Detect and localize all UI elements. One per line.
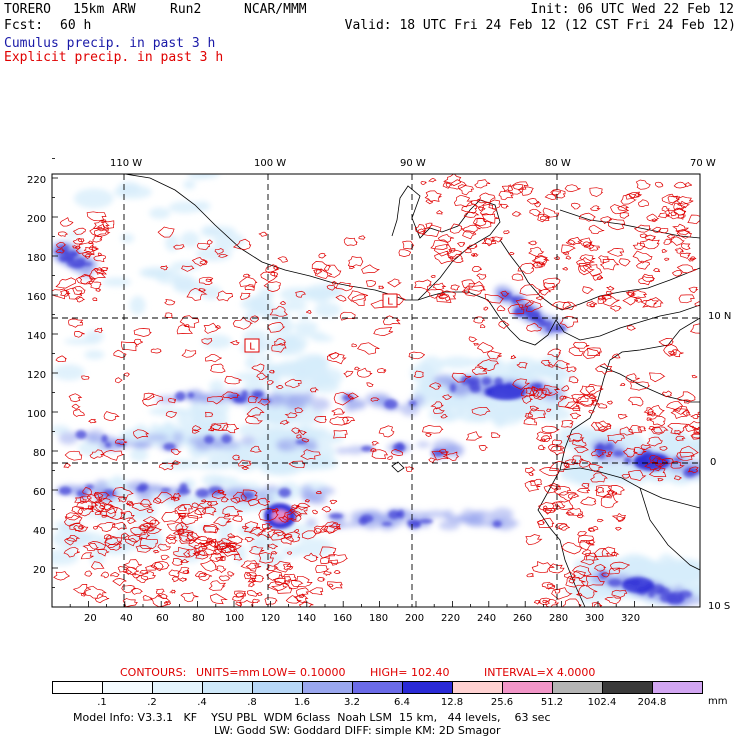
bottom-x-label: 300 — [585, 613, 605, 624]
fcst-value: 60 h — [60, 18, 92, 33]
colorbar-swatch — [252, 681, 303, 694]
bottom-x-label: 40 — [120, 613, 133, 624]
bottom-x-label: 160 — [333, 613, 353, 624]
top-lon-label: 90 W — [400, 158, 426, 169]
valid-time: Valid: 18 UTC Fri 24 Feb 12 (12 CST Fri … — [344, 18, 736, 33]
colorbar-label: .2 — [147, 697, 157, 708]
border-colombia — [599, 365, 700, 403]
model-info: Model Info: V3.3.1 KF YSU PBL WDM 6class… — [73, 711, 551, 724]
cumulus-field-label: Cumulus precip. in past 3 h — [4, 36, 216, 51]
top-lon-label: 100 W — [254, 158, 287, 169]
colorbar-label: 25.6 — [490, 697, 514, 708]
map-frame — [51, 173, 701, 608]
bottom-x-label: 320 — [621, 613, 641, 624]
colorbar-label: .1 — [97, 697, 107, 708]
colorbar-swatch — [302, 681, 353, 694]
colorbar-unit: mm — [708, 696, 728, 707]
contours-prefix: CONTOURS: — [120, 666, 187, 679]
coastlines — [124, 174, 700, 607]
colorbar-swatch — [202, 681, 253, 694]
colorbar-swatch — [552, 681, 603, 694]
colorbar-swatch — [52, 681, 103, 694]
contours-units: UNITS=mm — [196, 666, 260, 679]
lat-lon-grid — [52, 174, 700, 607]
top-lon-label: 70 W — [690, 158, 716, 169]
colorbar-label: .4 — [197, 697, 207, 708]
colorbar-label: 102.4 — [587, 697, 617, 708]
bottom-x-label: 120 — [261, 613, 281, 624]
organization: NCAR/MMM — [244, 2, 307, 17]
run-label: Run2 — [170, 2, 202, 17]
coastline-central-america — [429, 291, 700, 346]
colorbar-swatch — [402, 681, 453, 694]
colorbar-label: 12.8 — [440, 697, 464, 708]
bottom-x-label: 20 — [84, 613, 97, 624]
bottom-x-label: 220 — [441, 613, 461, 624]
left-y-label: 40 — [33, 526, 46, 537]
low-label-2: L — [249, 342, 255, 353]
bottom-x-label: 180 — [369, 613, 389, 624]
bottom-x-label: 60 — [156, 613, 169, 624]
colorbar-label: 51.2 — [540, 697, 564, 708]
left-y-label: 80 — [33, 448, 46, 459]
colorbar-swatch — [152, 681, 203, 694]
explicit-precip-contours — [52, 174, 700, 607]
contours-interval: INTERVAL=X 4.0000 — [484, 666, 596, 679]
right-lat-label: 0 — [710, 457, 717, 468]
colorbar-label: 204.8 — [637, 697, 667, 708]
colorbar-label: 3.2 — [344, 697, 360, 708]
colorbar-label: 1.6 — [294, 697, 310, 708]
cumulus-precip-cores — [53, 244, 700, 605]
left-y-label: 100 — [27, 409, 47, 420]
bottom-x-label: 140 — [297, 613, 317, 624]
bottom-x-label: 80 — [192, 613, 205, 624]
bottom-x-label: 280 — [549, 613, 569, 624]
low-marker-2 — [244, 338, 260, 353]
contours-high: HIGH= 102.40 — [370, 666, 450, 679]
border-peru — [639, 487, 700, 571]
coastline-mexico — [124, 174, 431, 301]
left-y-label: 160 — [27, 292, 47, 303]
bottom-x-label: 240 — [477, 613, 497, 624]
coastline-yucatan — [391, 185, 501, 301]
contours-low: LOW= 0.10000 — [262, 666, 346, 679]
low-label-1: L — [387, 297, 393, 308]
fcst-label: Fcst: — [4, 18, 44, 33]
coastline-cuba — [559, 209, 700, 239]
top-lon-label: 80 W — [545, 158, 571, 169]
colorbar-label: .8 — [247, 697, 257, 708]
colorbar-label: 6.4 — [394, 697, 410, 708]
low-marker-1 — [382, 293, 398, 308]
model-resolution: 15km ARW — [73, 2, 136, 17]
init-time: Init: 06 UTC Wed 22 Feb 12 — [530, 2, 735, 17]
model-name: TORERO — [4, 2, 51, 17]
left-y-label: 180 — [27, 253, 47, 264]
top-lon-label: 110 W — [110, 158, 143, 169]
left-y-label: 220 — [27, 175, 47, 186]
left-y-label: 140 — [27, 331, 47, 342]
colorbar-swatch — [602, 681, 653, 694]
colorbar-swatch — [652, 681, 703, 694]
bottom-x-label: 200 — [405, 613, 425, 624]
physics-info: LW: Godd SW: Goddard DIFF: simple KM: 2D… — [214, 724, 501, 737]
left-y-label: 120 — [27, 370, 47, 381]
colorbar-swatch — [502, 681, 553, 694]
right-lat-label: 10 N — [708, 311, 732, 322]
right-lat-label: 10 S — [708, 601, 731, 612]
colorbar-swatch — [452, 681, 503, 694]
border-ecuador — [559, 467, 700, 509]
explicit-field-label: Explicit precip. in past 3 h — [4, 50, 224, 65]
coastline-caribbean — [499, 239, 700, 311]
left-y-label: 200 — [27, 214, 47, 225]
left-y-label: 20 — [33, 565, 46, 576]
coastline-south-america — [537, 317, 700, 607]
colorbar-swatch — [102, 681, 153, 694]
colorbar-swatch — [352, 681, 403, 694]
bottom-x-label: 100 — [225, 613, 245, 624]
bottom-x-label: 260 — [513, 613, 533, 624]
left-y-label: 60 — [33, 487, 46, 498]
